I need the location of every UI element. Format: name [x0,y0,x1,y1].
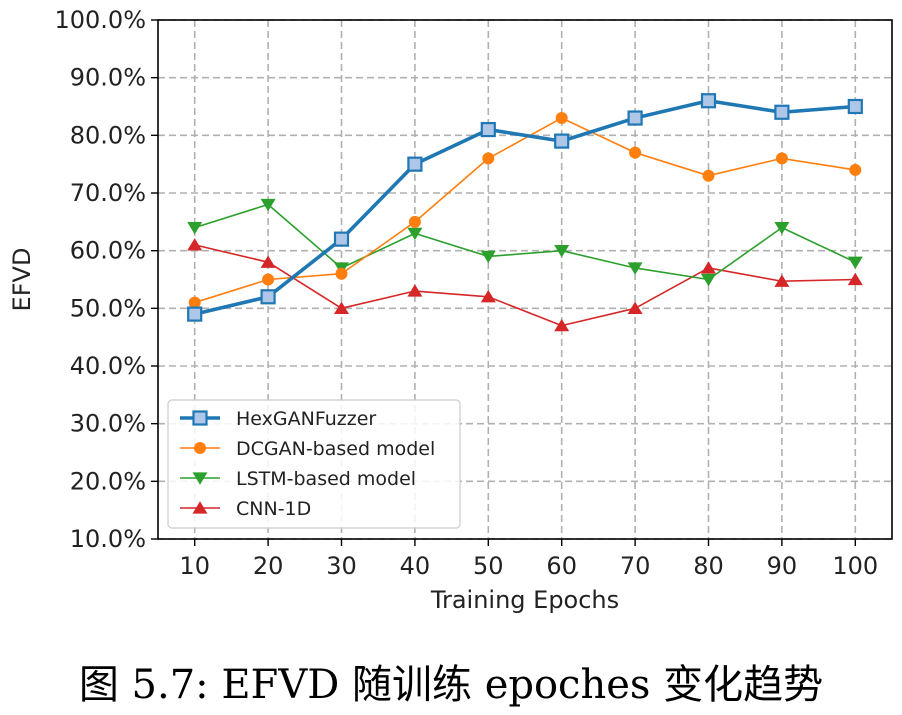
y-tick-label: 70.0% [70,179,146,207]
series-line-2 [194,117,856,304]
data-point-3 [480,250,496,264]
data-point-4 [334,301,349,314]
series-layer [187,93,863,332]
data-point-3 [554,245,570,258]
data-point-4 [847,272,863,286]
x-tick-label: 80 [693,552,724,580]
data-point-1 [260,289,276,305]
data-point-1 [627,110,643,126]
x-tick-label: 20 [253,552,284,580]
y-tick-label: 40.0% [70,352,146,380]
y-tick-label: 100.0% [54,6,146,34]
data-point-3 [627,262,643,275]
data-point-4 [774,274,790,287]
x-tick-label: 90 [767,552,798,580]
data-point-4 [407,284,423,297]
data-point-4 [187,238,203,251]
data-point-1 [700,93,717,109]
x-tick-label: 30 [326,552,357,580]
series-2 [188,112,862,309]
data-point-2 [408,215,421,228]
data-point-2 [335,267,348,280]
data-point-4 [554,318,570,332]
y-tick-label: 90.0% [70,64,146,92]
data-point-legend [194,442,206,454]
y-tick-label: 50.0% [70,294,146,322]
data-point-4 [260,255,276,268]
y-tick-label: 10.0% [70,525,146,553]
series-3 [187,198,863,287]
figure-caption: 图 5.7: EFVD 随训练 epoches 变化趋势 [78,662,824,708]
data-point-3 [701,273,716,287]
legend-label: LSTM-based model [236,468,416,490]
series-1 [187,93,863,322]
legend-item: HexGANFuzzer [180,408,376,430]
legend-label: HexGANFuzzer [236,408,376,430]
legend: HexGANFuzzer DCGAN-based model LSTM-based … [167,399,461,529]
data-point-2 [702,169,715,182]
series-line-3 [194,203,856,281]
y-tick-label: 60.0% [70,237,146,265]
legend-label: CNN-1D [236,498,311,520]
data-point-1 [554,133,570,149]
data-point-1 [847,98,863,115]
y-tick-label: 30.0% [70,410,146,438]
x-tick-label: 40 [400,552,431,580]
y-tick-label: 20.0% [70,467,146,495]
data-point-3 [187,221,203,235]
data-point-1 [187,306,203,322]
legend-label: DCGAN-based model [236,438,435,460]
data-point-4 [701,261,716,274]
y-tick-label: 80.0% [70,121,146,149]
series-line-4 [194,244,856,327]
data-point-4 [627,301,643,314]
series-4 [187,238,863,332]
x-tick-label: 50 [473,552,504,580]
data-point-2 [555,112,568,125]
data-point-legend [192,472,208,485]
data-point-1 [333,231,350,247]
y-axis-label: EFVD [8,248,36,312]
legend-box [167,399,461,529]
data-point-2 [482,152,495,165]
data-point-legend [192,501,208,514]
x-tick-label: 70 [620,552,651,580]
data-point-2 [262,273,275,286]
ticks: 10.0% 20.0% 30.0% 40.0% 50.0% 60.0% 70.0% 80.0%… [54,6,878,580]
data-point-2 [849,163,862,176]
x-tick-label: 100 [832,552,878,580]
x-tick-label: 10 [179,552,210,580]
data-point-2 [775,152,788,165]
legend-item: LSTM-based model [180,468,416,490]
data-point-3 [774,221,790,235]
data-point-4 [480,290,496,303]
data-point-1 [480,121,496,138]
data-point-legend [192,410,208,426]
data-point-3 [847,256,863,269]
data-point-1 [774,104,790,120]
x-axis-label: Training Epochs [430,586,619,614]
legend-item: DCGAN-based model [180,438,435,460]
x-tick-label: 60 [546,552,577,580]
legend-item: CNN-1D [180,498,311,520]
data-point-2 [188,296,201,309]
plot-frame [157,19,893,540]
data-point-3 [407,227,423,241]
data-point-2 [629,146,642,159]
data-point-3 [260,198,276,212]
chart: 10.0% 20.0% 30.0% 40.0% 50.0% 60.0% 70.0% 80.0%… [8,6,893,614]
data-point-1 [407,156,423,172]
series-line-1 [194,98,856,316]
